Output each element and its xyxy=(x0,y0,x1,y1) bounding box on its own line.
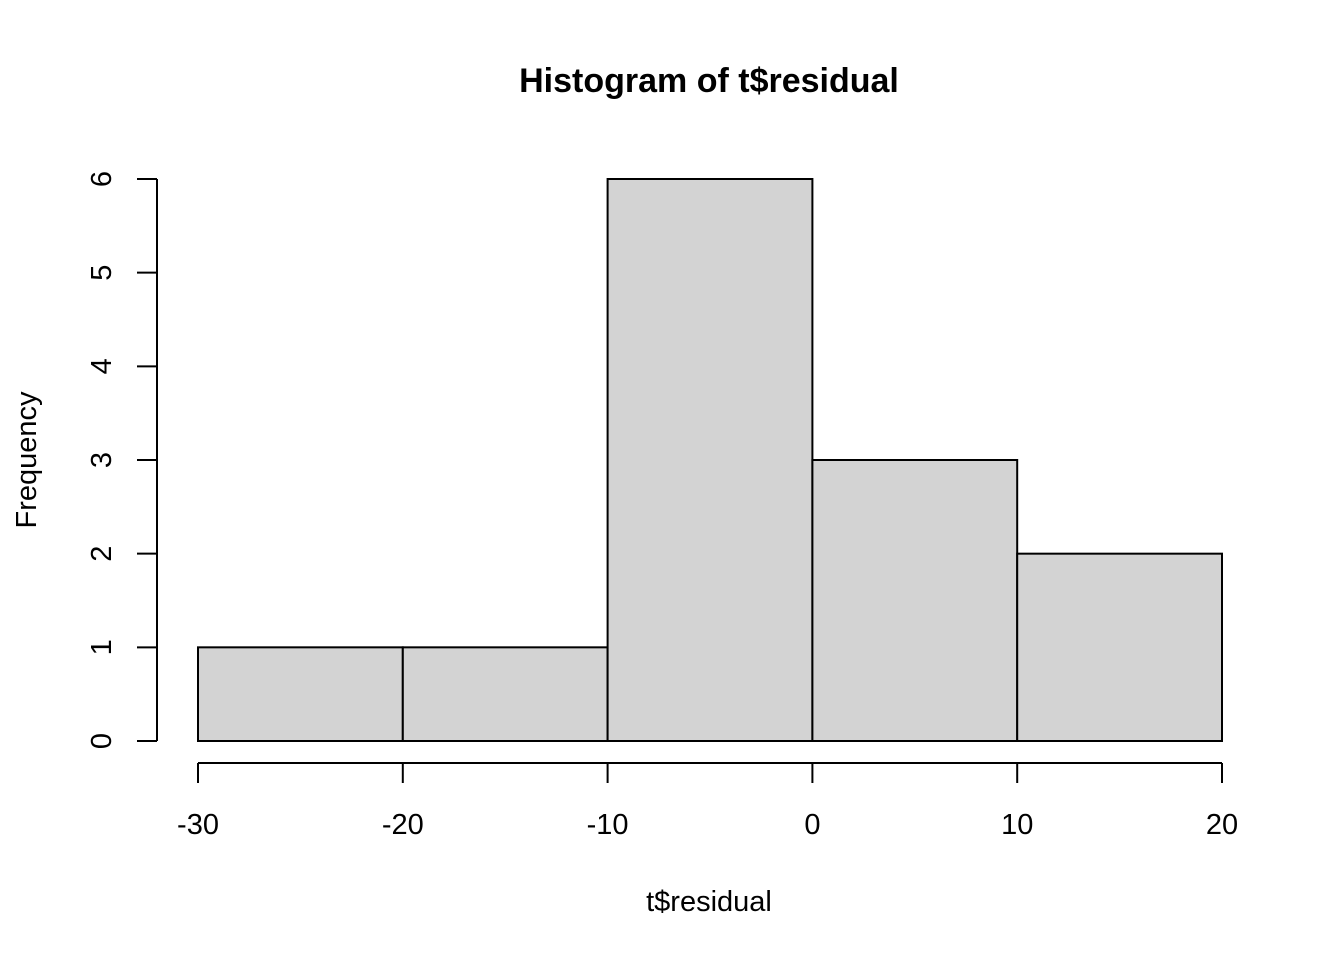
x-tick-label: 0 xyxy=(804,809,820,841)
chart-title: Histogram of t$residual xyxy=(519,62,899,100)
bars-group xyxy=(197,178,1224,743)
y-tick-label: 0 xyxy=(86,733,118,749)
x-tick-label: -10 xyxy=(587,809,629,841)
y-tick-label: 2 xyxy=(86,546,118,562)
histogram-bar-0 xyxy=(197,646,404,742)
histogram-bar-3 xyxy=(811,459,1019,742)
y-tick-label: 6 xyxy=(86,171,118,187)
y-axis-label: Frequency xyxy=(11,391,43,529)
y-tick-label: 3 xyxy=(86,452,118,468)
x-tick-label: -30 xyxy=(177,809,219,841)
x-axis-label: t$residual xyxy=(646,886,772,918)
x-tick-label: 10 xyxy=(1001,809,1033,841)
x-tick-label: 20 xyxy=(1206,809,1238,841)
x-axis: -30 -20 -10 0 10 20 xyxy=(177,762,1238,841)
x-tick-label: -20 xyxy=(382,809,424,841)
histogram-bar-2 xyxy=(606,178,814,742)
y-axis: 0 1 2 3 4 5 6 xyxy=(86,171,158,749)
histogram-bar-4 xyxy=(1016,552,1224,743)
histogram-bar-1 xyxy=(401,646,609,742)
y-tick-label: 1 xyxy=(86,639,118,655)
y-tick-label: 4 xyxy=(86,358,118,374)
y-tick-label: 5 xyxy=(86,265,118,281)
